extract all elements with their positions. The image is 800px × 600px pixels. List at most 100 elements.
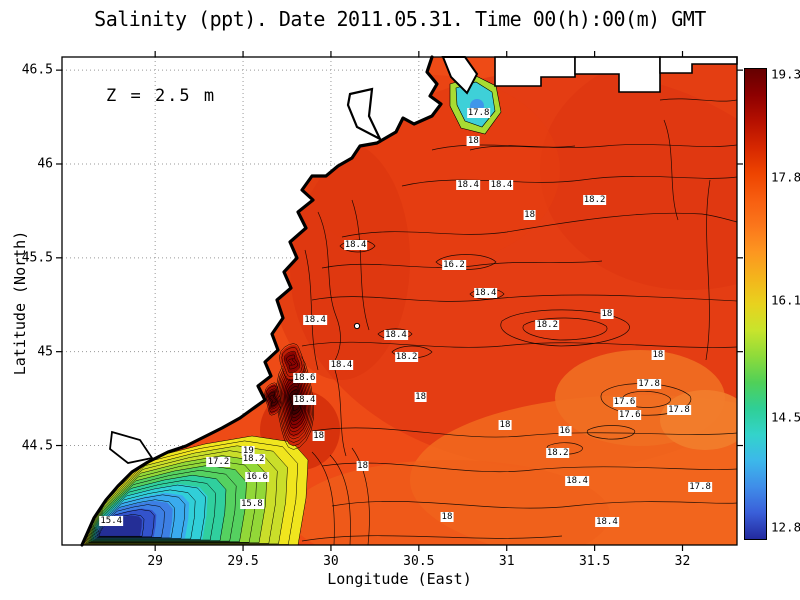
contour-line: [331, 501, 737, 509]
contour-line: [317, 211, 341, 363]
y-tick-label: 44.5: [21, 438, 53, 454]
y-tick-label: 45: [37, 344, 53, 360]
colorbar-tick-label: 12.8: [771, 519, 800, 535]
contour-label: 17.6: [612, 397, 637, 408]
contour-line: [522, 317, 608, 341]
x-tick-label: 30: [323, 554, 339, 569]
salinity-core-contour: [283, 350, 301, 374]
contour-line: [351, 199, 370, 331]
contour-label: 18.4: [565, 476, 589, 487]
depth-annotation: Z = 2.5 m: [106, 86, 217, 106]
contour-label: 18.4: [292, 395, 317, 406]
contour-label: 18.2: [241, 453, 266, 464]
contour-label: 18.4: [343, 239, 368, 250]
contour-label: 18: [312, 431, 326, 442]
colorbar-tick-label: 14.5: [771, 409, 800, 425]
contour-label: 18.2: [535, 320, 559, 331]
contour-label: 16.6: [245, 472, 269, 483]
point-marker: [353, 322, 361, 330]
contour-label: 18: [600, 309, 614, 320]
contour-label: 18.4: [456, 179, 480, 190]
contour-label: 17.8: [637, 378, 661, 389]
contour-line: [301, 535, 563, 542]
salinity-core-contour: [290, 392, 300, 412]
colorbar-tick-label: 16.1: [771, 292, 800, 308]
contour-label: 16: [558, 425, 572, 436]
plume-contour: [86, 450, 278, 544]
plume-contour: [90, 470, 237, 542]
salinity-core-contour: [287, 385, 303, 419]
contour-label: 18: [466, 136, 480, 147]
x-tick-label: 29.5: [227, 554, 259, 569]
contour-line: [311, 294, 737, 302]
contour-line: [341, 212, 737, 238]
lagoon-outline: [109, 430, 154, 464]
salinity-core-contour: [289, 389, 301, 415]
contour-line: [304, 249, 319, 371]
contour-label: 18: [440, 511, 454, 522]
contour-label: 18.2: [545, 448, 570, 459]
chart-title: Salinity (ppt). Date 2011.05.31. Time 00…: [94, 7, 706, 31]
salinity-core-contour: [265, 385, 281, 413]
contour-label: 18.2: [582, 194, 607, 205]
contour-line: [659, 98, 737, 102]
axis-tick-marks: [56, 51, 743, 551]
plume-contour: [92, 479, 216, 541]
salinity-core-band: [267, 390, 279, 408]
lagoon-outlines: [109, 87, 383, 464]
contour-label: 15.4: [99, 515, 124, 526]
plume-contour: [91, 474, 227, 541]
contour-label: 18.4: [329, 359, 354, 370]
contour-label: 17.8: [667, 404, 691, 415]
x-tick-label: 31.5: [578, 554, 611, 569]
salinity-shade-region: [540, 57, 737, 290]
contour-line: [586, 425, 636, 440]
salinity-core-contour: [286, 382, 304, 422]
contour-label: 18: [651, 350, 665, 361]
plume-contour: [93, 484, 206, 540]
plume-band: [99, 515, 142, 537]
contour-line: [469, 145, 576, 151]
contour-line: [329, 454, 351, 545]
y-tick-label: 46.5: [21, 62, 53, 78]
x-tick-label: 30.5: [403, 554, 435, 569]
x-tick-label: 31: [498, 554, 515, 569]
contour-label: 18.4: [489, 179, 514, 190]
low-salinity-patch-contour: [455, 81, 496, 128]
contour-line: [334, 369, 347, 457]
colorbar-tick-label: 17.8: [771, 169, 800, 185]
plot-frame: [61, 56, 738, 546]
colorbar: [744, 68, 767, 540]
salinity-core-contour: [286, 354, 298, 370]
x-tick-label: 29: [147, 554, 163, 569]
contour-label: 18.4: [303, 314, 327, 325]
contour-line: [500, 309, 630, 347]
contour-line: [351, 447, 370, 545]
salinity-field: [82, 57, 737, 545]
plume-contour: [95, 494, 186, 539]
contour-line: [321, 462, 737, 473]
low-salinity-patch-contour: [449, 75, 502, 135]
contour-line: [705, 179, 711, 361]
contour-line: [663, 119, 679, 221]
lagoon-outline: [346, 87, 383, 142]
contour-label: 17.8: [466, 108, 491, 119]
y-tick-label: 46: [37, 156, 53, 172]
x-axis-title: Longitude (East): [327, 570, 472, 588]
colorbar-tick-label: 19.3: [771, 66, 800, 82]
contour-label: 18.4: [384, 329, 408, 340]
salinity-core-contour: [268, 391, 278, 407]
contour-label: 17.2: [206, 457, 231, 468]
contour-label: 18: [498, 419, 512, 430]
plume-contour: [85, 445, 288, 545]
coastline: [80, 55, 443, 547]
contour-label: 19: [241, 446, 255, 457]
plume-contour: [94, 489, 196, 540]
contour-label: 18.6: [292, 372, 317, 383]
contour-label: 15.8: [240, 498, 264, 509]
y-tick-label: 45.5: [21, 250, 53, 266]
contour-label: 18: [414, 391, 428, 402]
contour-label: 18.4: [595, 517, 619, 528]
contour-line: [311, 427, 737, 438]
